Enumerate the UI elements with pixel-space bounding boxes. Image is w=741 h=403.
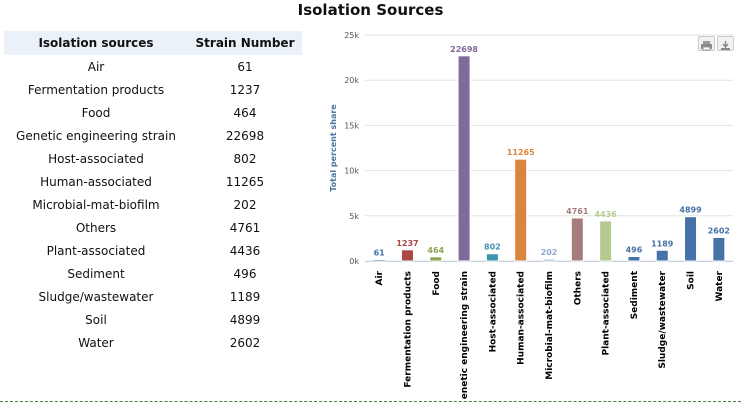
strain-number-cell: 496 bbox=[233, 266, 257, 281]
source-cell: Fermentation products bbox=[27, 82, 165, 97]
source-cell: Plant-associated bbox=[46, 243, 146, 258]
bar-value-label: 4436 bbox=[594, 210, 617, 219]
bar bbox=[655, 249, 669, 262]
x-tick-label: Sludge/wastewater bbox=[658, 270, 668, 368]
bar bbox=[400, 249, 414, 262]
source-cell: Genetic engineering strain bbox=[16, 128, 176, 143]
isolation-sources-table: Isolation sources Strain Number Air 61 Fer… bbox=[4, 31, 302, 354]
bar bbox=[372, 259, 386, 262]
bar bbox=[570, 217, 584, 262]
x-tick-label: Soil bbox=[687, 271, 697, 290]
y-tick-label: 10k bbox=[344, 167, 359, 176]
y-axis-title: Total percent share bbox=[329, 104, 338, 192]
table-row: Sludge/wastewater 1189 bbox=[4, 285, 302, 308]
strain-number-cell: 464 bbox=[233, 105, 257, 120]
source-cell: Sludge/wastewater bbox=[38, 289, 154, 304]
source-cell: Soil bbox=[85, 312, 107, 327]
bar-value-label: 4899 bbox=[679, 206, 702, 215]
bar-chart: 0k 5k 10k 15k 20k 25k Total percent share 61 Air… bbox=[329, 31, 733, 400]
table-row: Genetic engineering strain 22698 bbox=[4, 124, 302, 147]
bar bbox=[684, 216, 698, 262]
table-row: Soil 4899 bbox=[4, 308, 302, 331]
bar-value-label: 2602 bbox=[708, 226, 730, 235]
source-cell: Food bbox=[81, 105, 111, 120]
source-cell: Others bbox=[75, 220, 117, 235]
table-row: Fermentation products 1237 bbox=[4, 78, 302, 101]
x-tick-label: Others bbox=[573, 271, 583, 305]
column-header-source: Isolation sources bbox=[4, 31, 188, 55]
source-cell: Water bbox=[78, 335, 114, 350]
table-row: Human-associated 11265 bbox=[4, 170, 302, 193]
bar-value-label: 11265 bbox=[507, 148, 535, 157]
table-row: Others 4761 bbox=[4, 216, 302, 239]
download-button[interactable] bbox=[717, 36, 734, 51]
bar bbox=[429, 256, 443, 262]
source-cell: Sediment bbox=[67, 266, 125, 281]
x-tick-label: Food bbox=[432, 271, 442, 296]
strain-number-cell: 1237 bbox=[229, 82, 261, 97]
strain-number-cell: 4436 bbox=[229, 243, 261, 258]
x-tick-label: Microbial-mat-biofilm bbox=[545, 271, 555, 380]
x-tick-label: Genetic engineering strain bbox=[460, 271, 470, 400]
table-row: Sediment 496 bbox=[4, 262, 302, 285]
table-row: Host-associated 802 bbox=[4, 147, 302, 170]
bar bbox=[599, 220, 613, 262]
bar-value-label: 202 bbox=[541, 248, 558, 257]
download-icon bbox=[721, 41, 730, 50]
strain-number-cell: 202 bbox=[233, 197, 257, 212]
table-row: Water 2602 bbox=[4, 331, 302, 354]
strain-number-cell: 4761 bbox=[229, 220, 261, 235]
bar-value-label: 464 bbox=[427, 246, 444, 255]
footer-divider bbox=[0, 401, 741, 402]
y-tick-label: 5k bbox=[349, 212, 359, 221]
bar-value-label: 4761 bbox=[566, 207, 589, 216]
table-body: Air 61 Fermentation products 1237 Food 464 Gen… bbox=[4, 55, 302, 354]
y-tick-label: 25k bbox=[344, 31, 359, 40]
x-tick-label: Human-associated bbox=[517, 271, 527, 365]
bar-value-label: 1237 bbox=[396, 239, 418, 248]
bar bbox=[712, 236, 726, 262]
bar-value-label: 802 bbox=[484, 243, 501, 252]
x-tick-label: Air bbox=[375, 270, 385, 285]
bar bbox=[542, 258, 556, 262]
table-row: Food 464 bbox=[4, 101, 302, 124]
strain-number-cell: 11265 bbox=[225, 174, 265, 189]
table-header-row: Isolation sources Strain Number bbox=[4, 31, 302, 55]
bar bbox=[514, 158, 528, 262]
bar bbox=[627, 256, 641, 262]
bar-value-label: 61 bbox=[374, 249, 386, 258]
column-header-strain-number: Strain Number bbox=[188, 31, 302, 55]
x-tick-label: Fermentation products bbox=[403, 271, 413, 388]
table-row: Plant-associated 4436 bbox=[4, 239, 302, 262]
strain-number-cell: 61 bbox=[237, 59, 253, 74]
source-cell: Microbial-mat-biofilm bbox=[32, 197, 160, 212]
x-tick-label: Sediment bbox=[630, 270, 640, 319]
table-row: Air 61 bbox=[4, 55, 302, 78]
strain-number-cell: 2602 bbox=[229, 335, 261, 350]
source-cell: Human-associated bbox=[40, 174, 152, 189]
x-tick-label: Water bbox=[715, 270, 725, 301]
source-cell: Air bbox=[87, 59, 105, 74]
bar-value-label: 22698 bbox=[450, 45, 478, 54]
x-tick-label: Plant-associated bbox=[602, 271, 612, 356]
bar bbox=[485, 253, 499, 262]
source-cell: Host-associated bbox=[48, 151, 144, 166]
bar-value-label: 496 bbox=[626, 246, 643, 255]
y-tick-label: 20k bbox=[344, 76, 359, 85]
y-tick-label: 15k bbox=[344, 121, 359, 130]
strain-number-cell: 802 bbox=[233, 151, 257, 166]
x-tick-label: Host-associated bbox=[488, 271, 498, 352]
table-row: Microbial-mat-biofilm 202 bbox=[4, 193, 302, 216]
strain-number-cell: 4899 bbox=[229, 312, 261, 327]
print-button[interactable] bbox=[698, 36, 715, 51]
y-tick-label: 0k bbox=[349, 257, 359, 266]
bar-value-label: 1189 bbox=[651, 239, 674, 248]
strain-number-cell: 22698 bbox=[225, 128, 265, 143]
printer-icon bbox=[701, 41, 712, 51]
strain-number-cell: 1189 bbox=[229, 289, 261, 304]
page-title: Isolation Sources bbox=[297, 1, 444, 19]
bar bbox=[457, 55, 471, 262]
